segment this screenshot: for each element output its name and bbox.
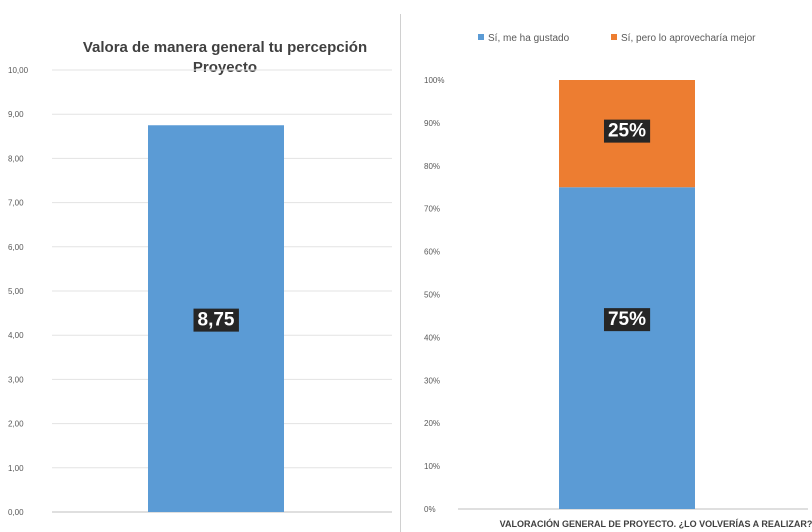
legend: Sí, me ha gustado Sí, pero lo aprovechar… [478,33,756,44]
left-chart-panel: Valora de manera general tu percepción P… [0,0,400,532]
bar-data-label-background [193,308,239,332]
segment-data-label: 75% [608,309,646,330]
y-tick-label: 4,00 [8,331,24,340]
y-tick-label: 5,00 [8,287,24,296]
y-tick-label: 40% [424,333,440,342]
y-tick-label: 30% [424,376,440,385]
bar-data-label-group: 8,75 [193,308,239,332]
x-axis-title: VALORACIÓN GENERAL DE PROYECTO. ¿LO VOLV… [500,518,812,529]
segment-data-label: 25% [608,121,646,142]
bar-data-label: 8,75 [198,310,235,331]
panel-divider [400,14,401,532]
y-tick-label: 20% [424,419,440,428]
y-tick-label: 0,00 [8,508,24,517]
y-tick-label: 1,00 [8,464,24,473]
right-chart: Sí, me ha gustado Sí, pero lo aprovechar… [424,33,812,529]
y-tick-label: 70% [424,205,440,214]
y-tick-label: 3,00 [8,375,24,384]
segment-data-label-group: 25% [603,119,651,143]
y-tick-label: 0% [424,505,436,514]
y-tick-label: 10,00 [8,66,29,75]
y-tick-label: 10% [424,462,440,471]
legend-label-me-ha-gustado: Sí, me ha gustado [488,33,570,44]
right-chart-panel: Sí, me ha gustado Sí, pero lo aprovechar… [404,0,812,532]
y-tick-label: 90% [424,119,440,128]
bar-segment-me-ha-gustado [559,187,695,509]
legend-swatch-me-ha-gustado [478,34,484,40]
legend-swatch-aprovecharia-mejor [611,34,617,40]
chart-title-line-2: Proyecto [193,59,257,76]
legend-label-aprovecharia-mejor: Sí, pero lo aprovecharía mejor [621,33,756,44]
y-tick-label: 80% [424,162,440,171]
y-tick-label: 60% [424,248,440,257]
segment-data-label-background [603,308,651,332]
y-tick-label: 50% [424,291,440,300]
y-tick-label: 100% [424,76,444,85]
y-tick-label: 6,00 [8,243,24,252]
y-tick-label: 7,00 [8,199,24,208]
y-tick-label: 9,00 [8,110,24,119]
chart-title-line-1: Valora de manera general tu percepción [83,39,367,56]
segment-data-label-background [603,119,651,143]
segment-data-label-group: 75% [603,308,651,332]
y-tick-label: 2,00 [8,420,24,429]
left-chart: Valora de manera general tu percepción P… [8,39,392,517]
y-tick-label: 8,00 [8,154,24,163]
